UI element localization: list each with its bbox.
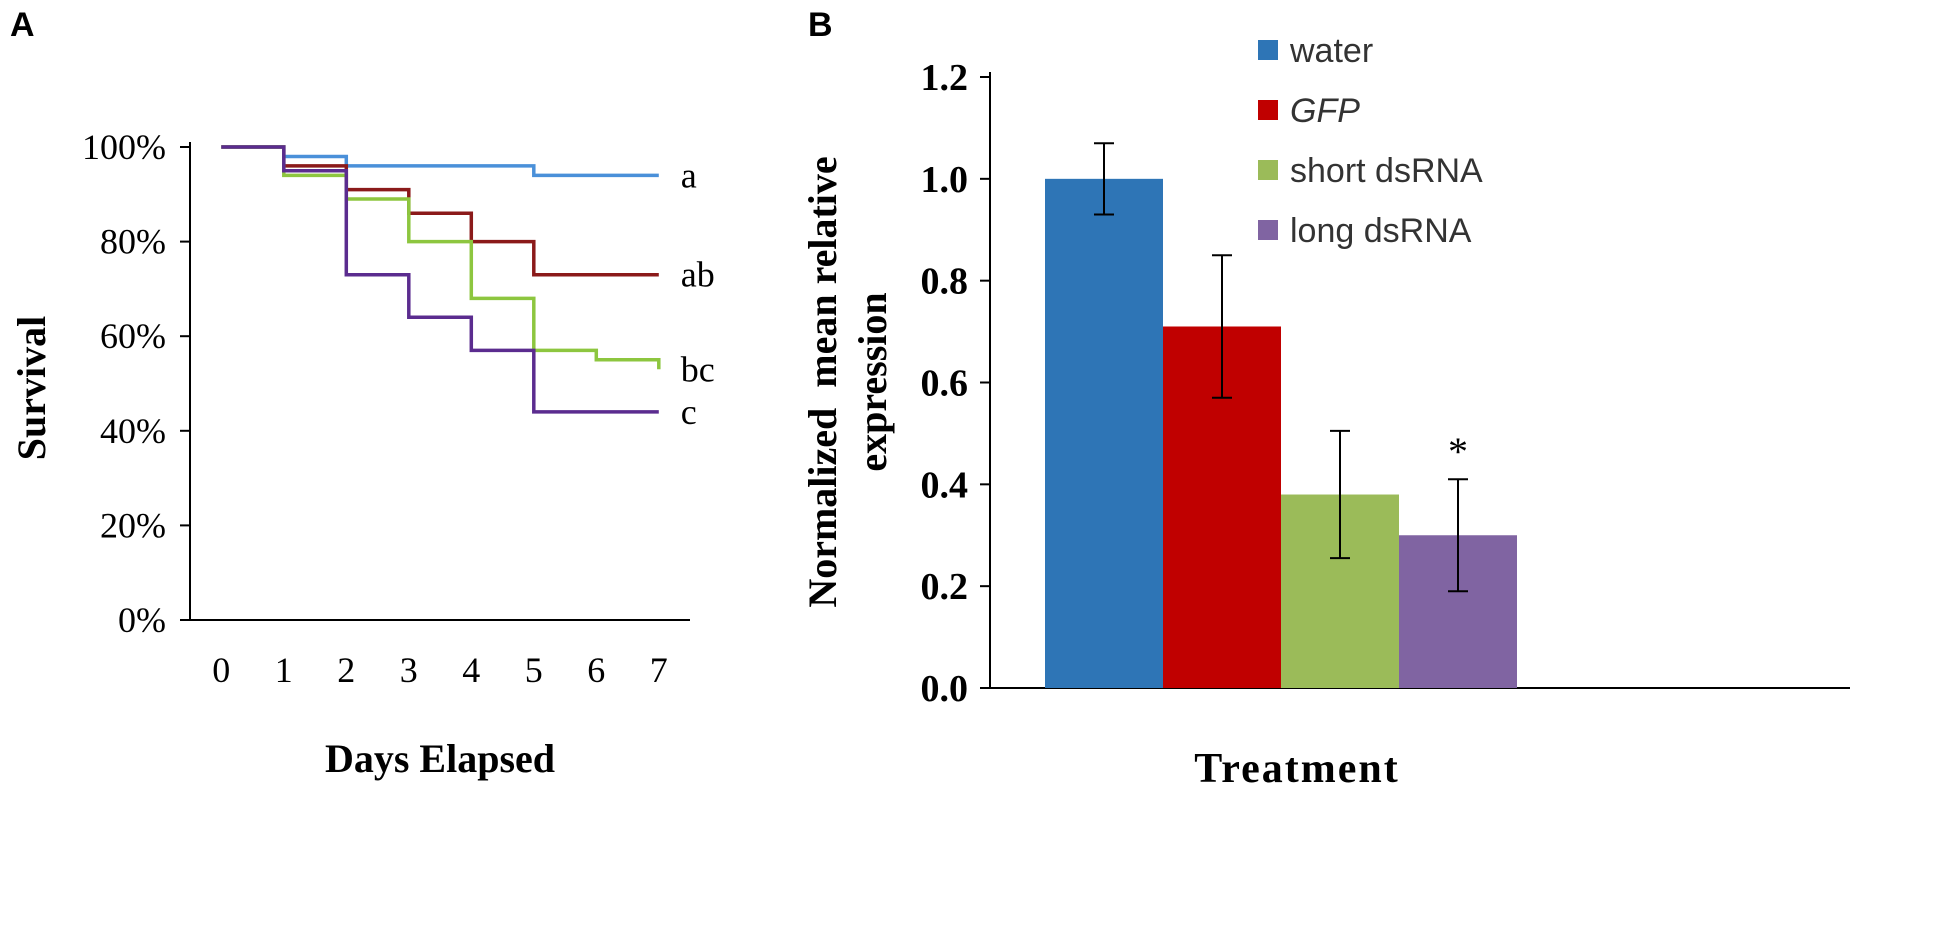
survival-series-line bbox=[221, 145, 661, 370]
survival-series-line bbox=[221, 145, 659, 414]
survival-x-tick-label: 5 bbox=[525, 650, 543, 690]
expression-y-tick-label: 0.6 bbox=[921, 363, 969, 405]
expression-bar bbox=[1045, 178, 1163, 689]
expression-y-tick-label: 1.2 bbox=[921, 57, 969, 99]
expression-legend: water GFP short dsRNA long dsRNA bbox=[1258, 32, 1483, 250]
survival-x-tick-label: 3 bbox=[400, 650, 418, 690]
legend-label: short dsRNA bbox=[1290, 152, 1483, 190]
survival-y-axis-title: Survival bbox=[9, 316, 54, 460]
significance-marker: * bbox=[1448, 429, 1468, 474]
panel-letter-a: A bbox=[10, 6, 35, 44]
expression-y-tick-label: 0.2 bbox=[921, 566, 969, 608]
survival-x-tick-label: 7 bbox=[650, 650, 668, 690]
expression-chart: 0.0 0.2 0.4 0.6 0.8 1.0 1.2 * water GFP short ds… bbox=[800, 32, 1850, 792]
survival-x-tick-label: 1 bbox=[275, 650, 293, 690]
survival-y-tick-label: 0% bbox=[118, 600, 166, 640]
survival-y-tick-label: 100% bbox=[82, 127, 166, 167]
survival-y-tick-label: 40% bbox=[100, 411, 166, 451]
survival-chart: 0% 20% 40% 60% 80% 100% 0 1 2 3 4 5 6 7 a ab bcc Days … bbox=[9, 127, 715, 781]
survival-y-tick-label: 60% bbox=[100, 316, 166, 356]
survival-y-tick-label: 20% bbox=[100, 505, 166, 545]
legend-label: long dsRNA bbox=[1290, 212, 1472, 250]
survival-x-tick-label: 6 bbox=[587, 650, 605, 690]
survival-series-label: ab bbox=[681, 255, 715, 295]
expression-y-tick-label: 1.0 bbox=[921, 159, 969, 201]
legend-swatch bbox=[1258, 40, 1278, 60]
legend-label: GFP bbox=[1290, 92, 1360, 130]
expression-y-tick-label: 0.8 bbox=[921, 261, 969, 303]
legend-label: water bbox=[1289, 32, 1373, 70]
expression-y-axis-title-line1: Normalized mean relative bbox=[800, 156, 845, 607]
expression-x-axis-title: Treatment bbox=[1194, 746, 1399, 792]
legend-swatch bbox=[1258, 100, 1278, 120]
legend-swatch bbox=[1258, 160, 1278, 180]
survival-x-axis-title: Days Elapsed bbox=[325, 736, 555, 781]
survival-y-tick-label: 80% bbox=[100, 222, 166, 262]
survival-series-label: bc bbox=[681, 349, 715, 389]
expression-y-tick-label: 0.0 bbox=[921, 668, 969, 710]
survival-x-tick-label: 2 bbox=[337, 650, 355, 690]
survival-x-tick-label: 4 bbox=[462, 650, 480, 690]
survival-series-label: c bbox=[681, 392, 697, 432]
expression-y-tick-label: 0.4 bbox=[921, 464, 969, 506]
legend-swatch bbox=[1258, 220, 1278, 240]
survival-x-tick-label: 0 bbox=[212, 650, 230, 690]
survival-series-label: a bbox=[681, 155, 697, 195]
panel-letter-b: B bbox=[808, 6, 833, 44]
expression-y-axis-title-line2: expression bbox=[850, 292, 895, 471]
